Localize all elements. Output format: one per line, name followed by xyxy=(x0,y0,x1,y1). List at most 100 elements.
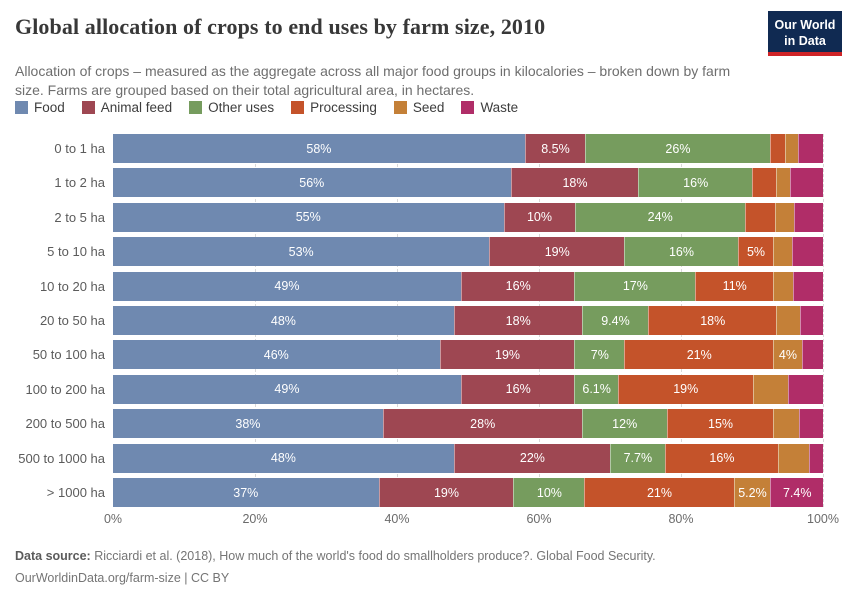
bar-segment-other-uses[interactable]: 16% xyxy=(638,168,752,198)
chart-row-50-to-100-ha: 50 to 100 ha 46% 19% 7% 21% 4% xyxy=(0,340,850,370)
segment-value-label: 19% xyxy=(433,485,459,500)
category-label: 100 to 200 ha xyxy=(25,381,105,397)
stacked-bar: 49% 16% 17% 11% xyxy=(113,271,823,301)
bar-segment-other-uses[interactable]: 7.7% xyxy=(609,443,665,473)
bar-segment-animal-feed[interactable]: 18% xyxy=(510,168,639,198)
legend-item-animal-feed[interactable]: Animal feed xyxy=(81,100,172,115)
chart-row-5-to-10-ha: 5 to 10 ha 53% 19% 16% 5% xyxy=(0,237,850,267)
bar-segment-seed[interactable] xyxy=(773,409,799,439)
bar-segment-animal-feed[interactable]: 10% xyxy=(503,202,575,232)
bar-segment-other-uses[interactable]: 12% xyxy=(581,409,667,439)
bar-segment-processing[interactable]: 16% xyxy=(664,443,779,473)
bar-segment-animal-feed[interactable]: 19% xyxy=(489,237,625,267)
legend-item-seed[interactable]: Seed xyxy=(393,100,444,115)
bar-segment-waste[interactable] xyxy=(801,340,823,370)
segment-value-label: 49% xyxy=(274,382,300,397)
bar-segment-food[interactable]: 38% xyxy=(113,409,383,439)
bar-segment-seed[interactable] xyxy=(778,443,810,473)
bar-segment-animal-feed[interactable]: 19% xyxy=(439,340,575,370)
bar-segment-seed[interactable]: 4% xyxy=(773,340,802,370)
legend-item-waste[interactable]: Waste xyxy=(461,100,518,115)
bar-segment-other-uses[interactable]: 10% xyxy=(513,478,585,507)
bar-segment-animal-feed[interactable]: 18% xyxy=(453,306,582,335)
segment-value-label: 7% xyxy=(590,347,609,362)
segment-value-label: 18% xyxy=(505,313,531,328)
bar-segment-food[interactable]: 55% xyxy=(113,202,504,232)
legend-label: Processing xyxy=(310,100,377,115)
bar-segment-processing[interactable]: 19% xyxy=(617,374,753,404)
bar-segment-food[interactable]: 48% xyxy=(113,443,454,473)
bar-segment-seed[interactable] xyxy=(773,237,792,267)
bar-segment-processing[interactable] xyxy=(769,134,785,163)
chart-row-200-to-500-ha: 200 to 500 ha 38% 28% 12% 15% xyxy=(0,409,850,439)
legend-item-other-uses[interactable]: Other uses xyxy=(189,100,274,115)
bar-segment-other-uses[interactable]: 24% xyxy=(574,202,745,232)
bar-segment-waste[interactable]: 7.4% xyxy=(770,478,823,507)
bar-segment-seed[interactable] xyxy=(776,306,801,335)
bar-segment-waste[interactable] xyxy=(809,443,823,473)
bar-segment-waste[interactable] xyxy=(788,374,823,404)
bar-segment-animal-feed[interactable]: 28% xyxy=(382,409,582,439)
segment-value-label: 16% xyxy=(505,279,531,294)
owid-logo[interactable]: Our World in Data xyxy=(768,11,842,56)
bar-segment-other-uses[interactable]: 6.1% xyxy=(574,374,618,404)
bar-segment-waste[interactable] xyxy=(793,202,823,232)
bar-segment-processing[interactable]: 18% xyxy=(648,306,777,335)
bar-segment-seed[interactable]: 5.2% xyxy=(733,478,771,507)
bar-segment-seed[interactable] xyxy=(784,134,799,163)
bar-segment-waste[interactable] xyxy=(790,168,823,198)
bar-segment-waste[interactable] xyxy=(791,237,823,267)
bar-segment-other-uses[interactable]: 9.4% xyxy=(581,306,649,335)
logo-background xyxy=(768,11,842,56)
bar-segment-processing[interactable] xyxy=(744,202,776,232)
bar-segment-processing[interactable]: 11% xyxy=(695,271,774,301)
bar-segment-food[interactable]: 49% xyxy=(113,271,461,301)
bar-segment-seed[interactable] xyxy=(773,271,794,301)
legend-item-food[interactable]: Food xyxy=(15,100,65,115)
segment-value-label: 46% xyxy=(263,347,289,362)
bar-segment-other-uses[interactable]: 16% xyxy=(624,237,738,267)
bar-segment-other-uses[interactable]: 26% xyxy=(585,134,770,163)
x-axis-tick-label: 100% xyxy=(807,512,839,526)
bar-segment-processing[interactable]: 21% xyxy=(584,478,734,507)
bar-segment-other-uses[interactable]: 7% xyxy=(574,340,625,370)
bar-segment-processing[interactable]: 21% xyxy=(624,340,774,370)
category-label: 0 to 1 ha xyxy=(54,141,105,156)
bar-segment-food[interactable]: 48% xyxy=(113,306,454,335)
segment-value-label: 6.1% xyxy=(582,382,611,397)
bar-segment-waste[interactable] xyxy=(800,306,823,335)
logo-text: Our World in Data xyxy=(774,17,836,48)
bar-segment-animal-feed[interactable]: 16% xyxy=(460,374,575,404)
bar-segment-processing[interactable]: 15% xyxy=(666,409,774,439)
gridline-100 xyxy=(823,134,824,507)
bar-segment-processing[interactable] xyxy=(751,168,777,198)
bar-segment-animal-feed[interactable]: 19% xyxy=(378,478,514,507)
stacked-bar: 55% 10% 24% xyxy=(113,202,823,232)
segment-value-label: 37% xyxy=(233,485,259,500)
bar-segment-waste[interactable] xyxy=(798,409,823,439)
bar-segment-animal-feed[interactable]: 22% xyxy=(453,443,610,473)
bar-segment-seed[interactable] xyxy=(752,374,789,404)
bar-segment-food[interactable]: 53% xyxy=(113,237,490,267)
bar-segment-food[interactable]: 37% xyxy=(113,478,379,507)
bar-segment-seed[interactable] xyxy=(776,168,791,198)
bar-segment-animal-feed[interactable]: 16% xyxy=(460,271,575,301)
bar-segment-other-uses[interactable]: 17% xyxy=(574,271,696,301)
legend-item-processing[interactable]: Processing xyxy=(291,100,377,115)
segment-value-label: 12% xyxy=(612,416,638,431)
segment-value-label: 22% xyxy=(519,451,545,466)
bar-segment-food[interactable]: 58% xyxy=(113,134,525,163)
segment-value-label: 49% xyxy=(274,279,300,294)
bar-segment-animal-feed[interactable]: 8.5% xyxy=(524,134,586,163)
bar-segment-food[interactable]: 56% xyxy=(113,168,511,198)
bar-segment-waste[interactable] xyxy=(793,271,823,301)
segment-value-label: 48% xyxy=(270,313,296,328)
bar-segment-waste[interactable] xyxy=(798,134,823,163)
segment-value-label: 10% xyxy=(536,485,562,500)
bar-segment-food[interactable]: 46% xyxy=(113,340,440,370)
bar-segment-processing[interactable]: 5% xyxy=(737,237,774,267)
bar-segment-seed[interactable] xyxy=(775,202,794,232)
legend-label: Waste xyxy=(480,100,519,115)
bar-segment-food[interactable]: 49% xyxy=(113,374,461,404)
